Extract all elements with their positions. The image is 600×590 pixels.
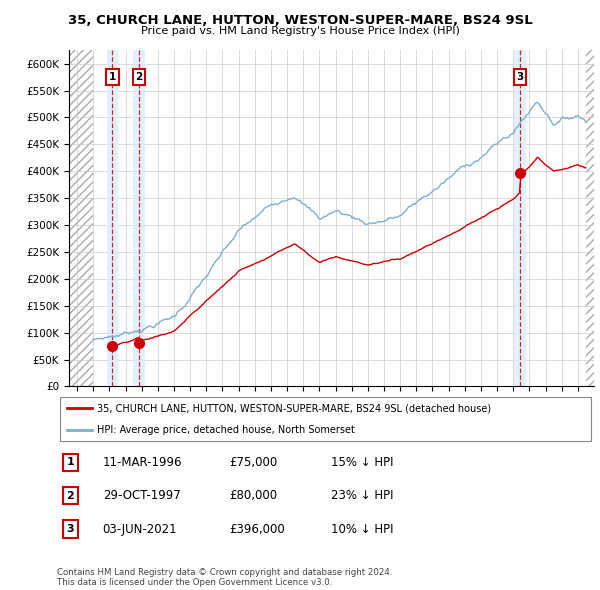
Text: 3: 3 <box>67 524 74 534</box>
Text: 10% ↓ HPI: 10% ↓ HPI <box>331 523 394 536</box>
Text: £75,000: £75,000 <box>229 455 277 468</box>
Text: Price paid vs. HM Land Registry's House Price Index (HPI): Price paid vs. HM Land Registry's House … <box>140 26 460 36</box>
Text: 11-MAR-1996: 11-MAR-1996 <box>103 455 182 468</box>
Bar <box>69 50 93 386</box>
Text: 35, CHURCH LANE, HUTTON, WESTON-SUPER-MARE, BS24 9SL (detached house): 35, CHURCH LANE, HUTTON, WESTON-SUPER-MA… <box>97 403 491 413</box>
Text: 1: 1 <box>67 457 74 467</box>
Text: 35, CHURCH LANE, HUTTON, WESTON-SUPER-MARE, BS24 9SL: 35, CHURCH LANE, HUTTON, WESTON-SUPER-MA… <box>68 14 532 27</box>
Bar <box>133 50 145 386</box>
Text: 3: 3 <box>517 72 524 82</box>
Text: £396,000: £396,000 <box>229 523 284 536</box>
Text: £80,000: £80,000 <box>229 489 277 502</box>
Text: 2: 2 <box>136 72 143 82</box>
FancyBboxPatch shape <box>59 397 592 441</box>
Bar <box>107 50 118 386</box>
Text: 1: 1 <box>109 72 116 82</box>
Text: HPI: Average price, detached house, North Somerset: HPI: Average price, detached house, Nort… <box>97 425 355 435</box>
Text: 29-OCT-1997: 29-OCT-1997 <box>103 489 181 502</box>
Bar <box>586 50 594 386</box>
Text: 15% ↓ HPI: 15% ↓ HPI <box>331 455 394 468</box>
Text: 03-JUN-2021: 03-JUN-2021 <box>103 523 177 536</box>
Text: 23% ↓ HPI: 23% ↓ HPI <box>331 489 394 502</box>
Text: 2: 2 <box>67 491 74 500</box>
Text: Contains HM Land Registry data © Crown copyright and database right 2024.
This d: Contains HM Land Registry data © Crown c… <box>57 568 392 587</box>
Bar <box>514 50 526 386</box>
